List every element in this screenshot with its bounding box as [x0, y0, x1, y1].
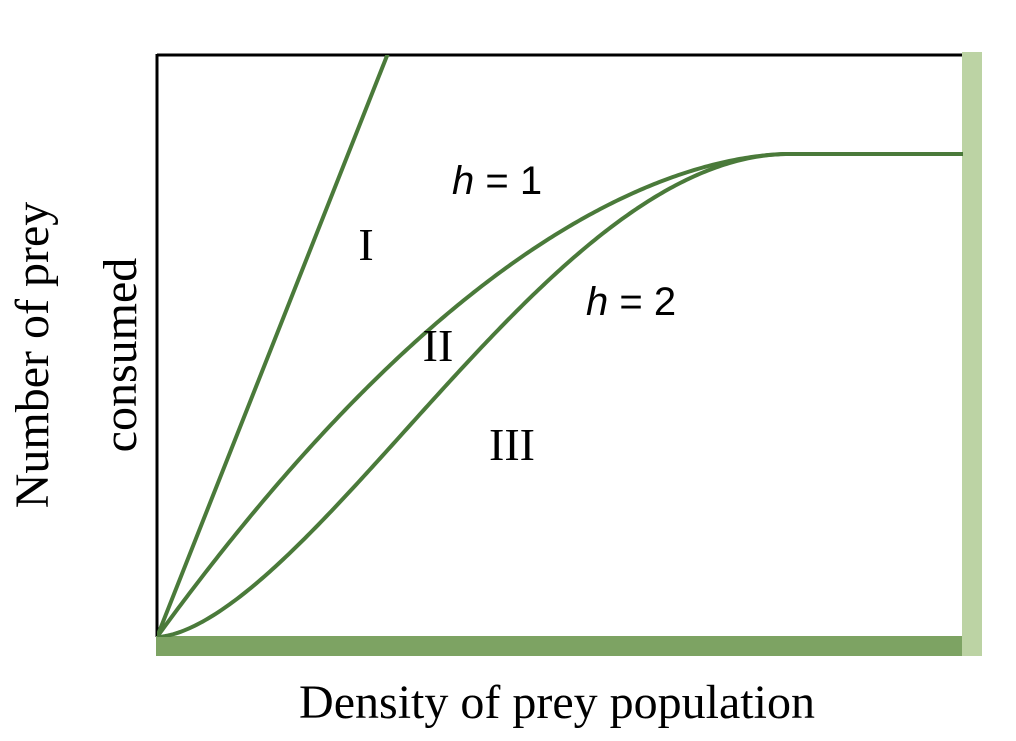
x-axis-bar [156, 636, 963, 656]
right-frame-bar [962, 52, 982, 656]
series-III-label: III [489, 419, 535, 470]
h1-annotation-value: = 1 [474, 159, 542, 203]
h2-annotation-var: h [586, 280, 608, 324]
y-axis-label: Number of prey [6, 202, 59, 509]
h2-annotation: h = 2 [586, 280, 676, 324]
series-I-label: I [358, 219, 373, 270]
series-II-label: II [423, 320, 454, 371]
x-axis-label: Density of prey population [299, 676, 815, 729]
h2-annotation-value: = 2 [608, 280, 676, 324]
h1-annotation-var: h [452, 159, 474, 203]
y-axis-label-line2: consumed [94, 258, 147, 453]
series-III-line [157, 151, 963, 637]
h1-annotation: h = 1 [452, 159, 542, 203]
series-I-line [157, 55, 390, 637]
